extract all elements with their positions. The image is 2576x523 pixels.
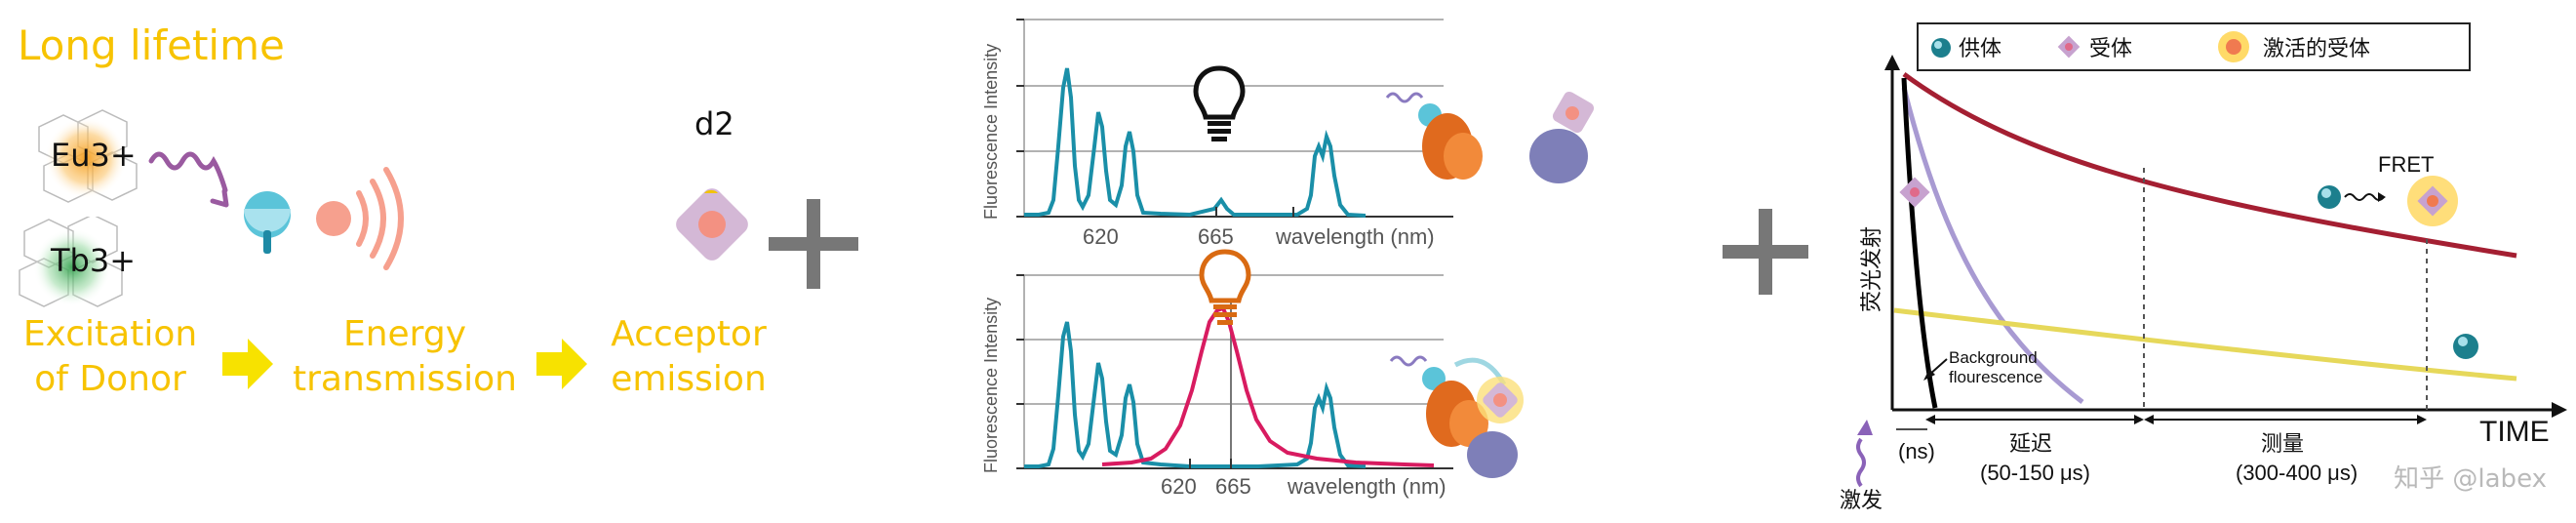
acceptor-label: d2: [694, 105, 734, 142]
xlabel-top: wavelength (nm): [1275, 224, 1435, 249]
tick-665-bottom: 665: [1215, 474, 1251, 499]
xlabel-bottom: wavelength (nm): [1287, 474, 1447, 499]
legend-donor: 供体: [1959, 37, 2001, 61]
measure-range: (300-400 μs): [2236, 461, 2358, 485]
delay-interval: 延迟 (50-150 μs): [1925, 415, 2144, 485]
legend: 供体 受体 激活的受体: [1917, 22, 2471, 71]
measure-interval: 测量 (300-400 μs): [2144, 415, 2427, 485]
step-acceptor-line1: Acceptor: [611, 314, 767, 354]
acceptor-icon: [676, 188, 748, 261]
acceptor-decay-curve: [1901, 87, 2084, 404]
tick-620-bottom: 620: [1161, 474, 1197, 499]
step-arrow-icon: [536, 339, 587, 389]
legend-acceptor: 受体: [2089, 37, 2132, 61]
panel-title: Long lifetime: [18, 21, 285, 69]
step-acceptor-line2: emission: [611, 359, 767, 399]
spectrum-top: 620 665 wavelength (nm) Fluorescence Int…: [981, 19, 1453, 249]
step-excitation-line1: Excitation: [22, 314, 198, 354]
legend-activated-acceptor: 激活的受体: [2263, 37, 2370, 61]
tb-donor-complex: [10, 214, 137, 314]
delay-label: 延迟: [2009, 432, 2052, 457]
step-excitation-line2: of Donor: [34, 359, 186, 399]
delay-range: (50-150 μs): [1980, 461, 2090, 485]
donor-antibody-icon: [244, 191, 291, 254]
eu-label: Eu3+: [51, 137, 137, 174]
y-axis-label: 荧光发射: [1860, 226, 1884, 312]
step-energy: Energy transmission: [293, 312, 517, 402]
time-resolved-chart: 供体 受体 激活的受体 荧光发射 TIME FRET Background fl…: [1840, 22, 2567, 513]
ns-interval: (ns): [1896, 428, 1935, 463]
separated-antibodies-icon: [1385, 91, 1595, 183]
step-energy-line2: transmission: [293, 359, 517, 399]
ylabel-bottom: Fluorescence Intensity: [981, 298, 1001, 473]
tb-glow-icon: [19, 214, 123, 307]
wavy-arrow-icon: [148, 151, 229, 208]
emission-wave-icon: [316, 167, 404, 270]
bound-complex-icon: [1389, 355, 1524, 478]
spectra-panel: 620 665 wavelength (nm) Fluorescence Int…: [981, 19, 1595, 499]
legend-donor-icon: [1931, 38, 1951, 58]
background-label-2: flourescence: [1949, 368, 2042, 386]
x-axis-label: TIME: [2479, 416, 2550, 448]
step-excitation: Excitation of Donor: [18, 312, 203, 402]
background-label-1: Background: [1949, 348, 2038, 367]
background-decay-curve: [1893, 307, 2517, 382]
ylabel-top: Fluorescence Intensity: [981, 44, 1001, 220]
donor-marker-icon: [2453, 334, 2478, 359]
eu-donor-complex: [20, 107, 146, 205]
excitation-label: 激发: [1840, 489, 1882, 513]
spectrum-bottom: 620 665 wavelength (nm) Fluorescence Int…: [981, 249, 1453, 499]
step-arrow-icon: [222, 339, 273, 389]
plus-icon: [769, 199, 858, 289]
step-energy-line1: Energy: [342, 314, 467, 354]
tick-620-top: 620: [1083, 224, 1119, 249]
lightbulb-off-icon: [1193, 65, 1246, 141]
lightbulb-on-icon: [1199, 249, 1251, 325]
tick-665-top: 665: [1198, 224, 1234, 249]
watermark: 知乎 @labex: [2394, 464, 2547, 494]
measure-label: 测量: [2261, 432, 2304, 457]
fast-fluorescence-curve: [1901, 77, 1938, 409]
excitation-wave-icon: [1856, 437, 1866, 488]
ns-label: (ns): [1898, 439, 1935, 463]
fret-label: FRET: [2378, 152, 2434, 177]
tb-label: Tb3+: [51, 242, 137, 279]
donor-decay-curve: [1902, 71, 2517, 259]
eu-glow-icon: [38, 109, 138, 203]
plus-icon: [1723, 209, 1808, 295]
step-acceptor: Acceptor emission: [601, 312, 776, 402]
fret-wave-icon: [2344, 193, 2385, 201]
